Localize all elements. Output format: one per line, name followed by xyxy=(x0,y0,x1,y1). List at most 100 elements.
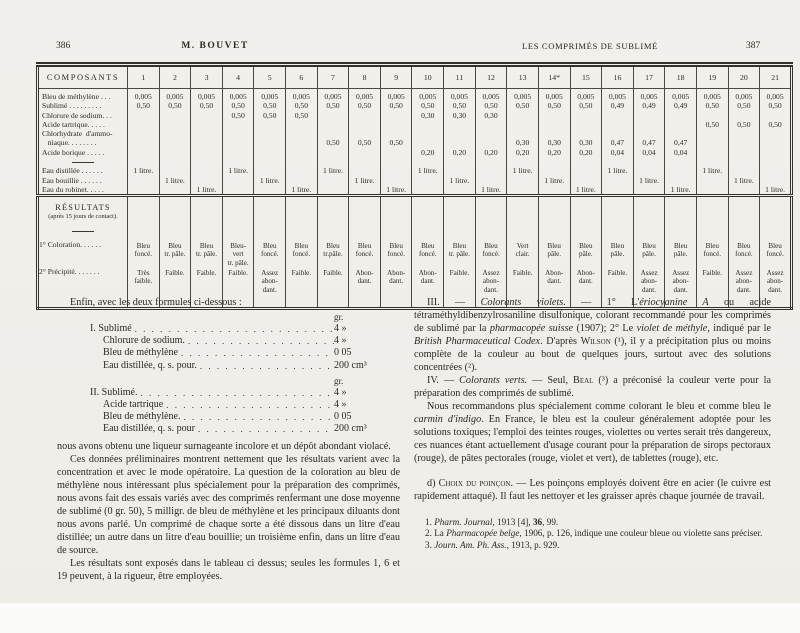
precipite-value: Abon- dant. xyxy=(545,269,564,286)
component-value: 1 litre. xyxy=(607,166,628,176)
text-segment: Wilson xyxy=(580,336,611,347)
coloration-cell: Bleu pâle. xyxy=(632,240,665,268)
component-value xyxy=(761,138,790,147)
component-value xyxy=(413,129,443,138)
precipite-value: Abon- dant. xyxy=(355,269,374,286)
formula-value: 200 cm³ xyxy=(334,423,367,435)
precipite-value: Abon- dant. xyxy=(576,269,595,286)
composants-table: COMPOSANTS 1 2 3 4 5 6 7 8 9 10 11 12 13 14* 15 16 17 18 19… xyxy=(36,62,793,311)
component-value xyxy=(571,166,601,175)
precipite-value: Faible. xyxy=(702,269,723,278)
coloration-value: Bleu pâle. xyxy=(547,242,562,259)
text-segment: Journ. Am. Ph. Ass. xyxy=(434,539,507,550)
component-value xyxy=(729,138,759,147)
component-value xyxy=(350,166,380,175)
precipite-value: Faible. xyxy=(607,269,628,278)
precipite-cell: Abon- dant. xyxy=(537,267,571,309)
component-value: 0,20 xyxy=(515,147,530,157)
precipite-cell: Faible. xyxy=(443,267,476,309)
component-value-cell: 0,005 0,50 0,30 0,20 1 litre. xyxy=(537,88,571,198)
component-value: 1 litre. xyxy=(449,175,470,185)
empty-cell xyxy=(221,195,254,241)
precipite-cell: Faible. xyxy=(285,267,318,309)
component-value: 0,005 xyxy=(324,92,342,101)
component-value xyxy=(666,129,696,138)
component-value-cell: 0,005 0,50 0,30 0,20 1 litre. xyxy=(411,88,444,198)
component-value: 0,04 xyxy=(610,147,625,157)
component-value xyxy=(350,185,380,193)
text-segment: . En France, le bleu est la couleur géné… xyxy=(414,414,772,464)
component-value: 0,005 xyxy=(387,92,405,101)
component-value-cell: 0,005 0,50 0,50 1 litre. xyxy=(695,88,729,198)
component-value: 0,005 xyxy=(356,92,374,101)
component-value xyxy=(761,148,790,157)
coloration-cell: Bleu foncé. xyxy=(727,240,760,268)
component-value xyxy=(381,157,411,166)
component-value xyxy=(192,157,222,166)
component-value xyxy=(634,185,664,193)
component-value xyxy=(571,157,601,166)
coloration-row: 1° Coloration. . . . . . Bleu foncé. Bleu … xyxy=(38,240,792,268)
component-value xyxy=(729,111,759,120)
formula-label: I. Sublimé xyxy=(90,323,132,334)
component-label-line: Bleu de méthylène . . . xyxy=(42,92,111,101)
component-value-cell: 0,005 0,50 1 litre. xyxy=(127,88,160,198)
coloration-cell: Bleu pâle. xyxy=(537,240,571,268)
component-value xyxy=(697,138,727,147)
component-value xyxy=(539,129,569,138)
running-title-author: M. BOUVET xyxy=(181,41,249,51)
component-value xyxy=(729,157,759,166)
precipite-value: Faible. xyxy=(196,269,217,278)
text-segment: IV. — xyxy=(427,375,460,386)
formula-block: gr. I. Sublimé. . . . . . . . . . . . . .… xyxy=(90,312,392,372)
component-value: 0,20 xyxy=(421,147,435,157)
coloration-value: Bleu foncé. xyxy=(260,242,279,259)
formula-label: II. Sublimé. xyxy=(90,386,138,398)
component-value: 0,50 xyxy=(737,119,751,129)
text-segment: Colorants violets. xyxy=(480,297,566,308)
coloration-value: Bleu pâle. xyxy=(673,242,688,259)
component-value-cell: 0,005 0,50 1 litre. xyxy=(190,88,223,198)
components-divider xyxy=(39,157,127,166)
component-value xyxy=(128,111,158,120)
component-value xyxy=(445,185,475,193)
column-number-header: 4 xyxy=(221,64,254,89)
coloration-cell: Bleu foncé. xyxy=(348,240,381,268)
empty-cell xyxy=(601,195,634,241)
component-value xyxy=(255,120,285,129)
component-value: 0,005 xyxy=(229,92,247,101)
formula-row: Chlorure de sodium.. . . . . . . . . . .… xyxy=(90,335,392,347)
component-value: 0,005 xyxy=(419,92,437,101)
text-segment: Pharmacopée belge xyxy=(446,528,520,539)
precipite-cell: Assez abon- dant. xyxy=(253,267,286,309)
component-value: 0,50 xyxy=(326,101,340,111)
component-value: 0,50 xyxy=(199,101,214,111)
empty-cell xyxy=(664,195,697,241)
component-value xyxy=(603,185,633,193)
component-value: 0,005 xyxy=(640,92,658,101)
empty-cell xyxy=(443,195,476,241)
component-value xyxy=(697,129,727,138)
coloration-cell: Bleu foncé. xyxy=(127,240,160,268)
text-segment: , 99. xyxy=(542,517,559,527)
component-value xyxy=(476,129,506,138)
component-value: 1 litre. xyxy=(639,175,659,185)
empty-cell xyxy=(411,195,444,241)
empty-cell xyxy=(253,195,286,241)
empty-cell xyxy=(506,195,539,241)
precipite-value: Faible. xyxy=(165,269,185,278)
text-segment: 1. xyxy=(425,517,435,527)
component-value-cell: 0,005 0,49 0,47 0,04 1 litre. xyxy=(664,88,697,198)
component-value xyxy=(287,176,317,185)
text-segment: Choix du poinçon xyxy=(438,478,511,489)
coloration-value: Bleu pâle. xyxy=(642,242,656,259)
component-value-cell: 0,005 0,50 0,50 1 litre. xyxy=(727,88,760,198)
table-header-row: COMPOSANTS 1 2 3 4 5 6 7 8 9 10 11 12 13 14* 15 16 17 18 19… xyxy=(37,64,792,89)
column-number-header: 5 xyxy=(253,64,286,89)
precipite-value: Faible. xyxy=(512,269,533,278)
component-value xyxy=(666,111,696,120)
component-value xyxy=(255,148,285,157)
component-value: 1 litre. xyxy=(291,184,312,194)
component-value xyxy=(603,111,633,120)
